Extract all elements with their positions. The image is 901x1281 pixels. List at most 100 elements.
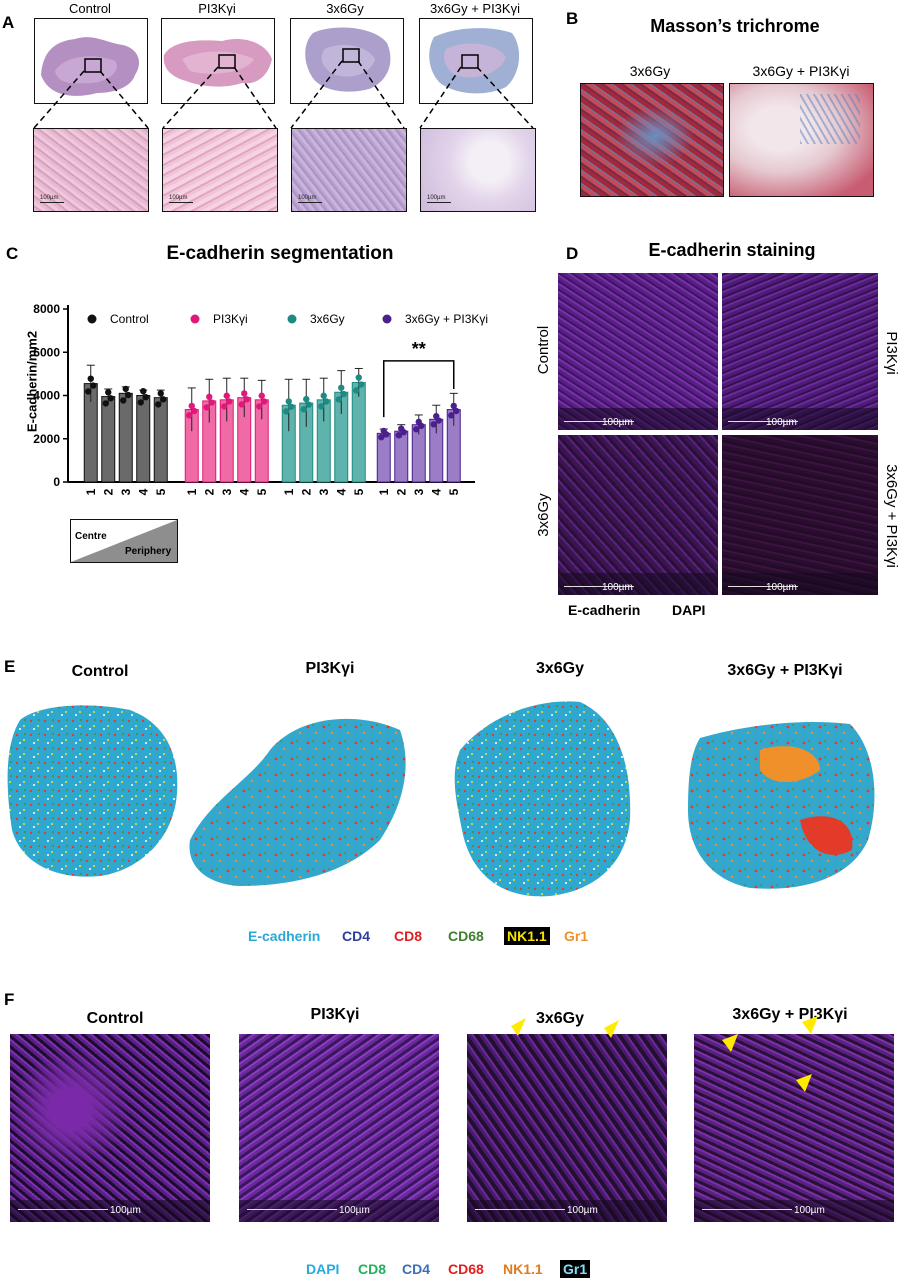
legend-f-nk11: NK1.1 bbox=[503, 1261, 543, 1277]
chart-xtick-label: 4 bbox=[237, 488, 251, 495]
chart-point bbox=[413, 426, 420, 433]
legend-e-nk11: NK1.1 bbox=[504, 927, 550, 945]
chart-bar bbox=[101, 396, 116, 483]
chart-bar bbox=[394, 430, 409, 483]
chart-xtick-label: 3 bbox=[119, 488, 133, 495]
centre-periphery-gradient: Centre Periphery bbox=[70, 519, 178, 563]
row-label-3x6gy: 3x6Gy bbox=[535, 493, 552, 537]
he-thumbnail-pi3k bbox=[161, 18, 275, 104]
ecad-control: 100µm bbox=[558, 273, 718, 430]
chart-point bbox=[155, 401, 162, 408]
chart-point bbox=[102, 400, 109, 407]
chart-point bbox=[223, 392, 230, 399]
panel-c-label: C bbox=[6, 244, 19, 263]
row-label-combo: 3x6Gy + PI3Kγi bbox=[883, 464, 900, 568]
ecad-3x6gy: 100µm bbox=[558, 435, 718, 595]
panel-f-label: F bbox=[4, 990, 15, 1009]
he-zoom-3x6gy: 100µm bbox=[291, 128, 407, 212]
trichrome-combo bbox=[729, 83, 874, 197]
chart-point bbox=[335, 396, 342, 403]
panel-f-title-combo: 3x6Gy + PI3Kγi bbox=[732, 1006, 848, 1023]
chart-point bbox=[288, 403, 295, 410]
panel-a-zoom-lines bbox=[33, 60, 534, 129]
legend-e-cd68: CD68 bbox=[448, 928, 484, 944]
chart-significance-label: ** bbox=[412, 339, 426, 359]
chart-legend-label: Control bbox=[110, 312, 149, 326]
chart-point bbox=[400, 428, 407, 436]
chart-xtick-label: 2 bbox=[299, 488, 313, 495]
panel-a-title-control: Control bbox=[69, 1, 111, 16]
legend-f-dapi: DAPI bbox=[306, 1261, 340, 1277]
chart-point bbox=[358, 381, 365, 388]
chart-point bbox=[430, 421, 437, 428]
chart-point bbox=[435, 417, 442, 424]
chart-point bbox=[186, 412, 193, 419]
chart-point bbox=[140, 387, 147, 395]
chart-xtick-label: 4 bbox=[136, 488, 150, 495]
legend-ecadherin: E-cadherin bbox=[568, 602, 641, 618]
legend-dapi: DAPI bbox=[672, 602, 706, 618]
chart-point bbox=[208, 399, 215, 406]
chart-point bbox=[105, 389, 112, 396]
chart-point bbox=[241, 390, 248, 397]
legend-e-ecadherin: E-cadherin bbox=[248, 928, 321, 944]
imc-map-3x6gy bbox=[454, 701, 631, 897]
ecad-control-scalebar: 100µm bbox=[602, 417, 633, 428]
chart-xtick-label: 4 bbox=[429, 488, 443, 495]
chart-bar bbox=[118, 392, 133, 483]
chart-point bbox=[191, 407, 198, 415]
legend-e-cd4: CD4 bbox=[342, 928, 371, 944]
panel-f-legend: DAPI CD8 CD4 CD68 NK1.1 Gr1 bbox=[306, 1260, 606, 1281]
chart-point bbox=[353, 387, 360, 394]
arrowhead-3x6gy-1 bbox=[511, 1018, 526, 1036]
panel-b-title: Masson’s trichrome bbox=[650, 16, 820, 36]
he-thumbnail-control bbox=[34, 18, 148, 104]
chart-xtick-label: 5 bbox=[352, 488, 366, 495]
trichrome-3x6gy bbox=[580, 83, 724, 197]
chart-legend-marker bbox=[382, 314, 392, 324]
chart-ytick-label: 0 bbox=[53, 475, 60, 489]
he-scalebar-3x6gy: 100µm bbox=[298, 195, 317, 201]
panel-d-label: D bbox=[566, 244, 579, 263]
chart-point bbox=[450, 402, 457, 410]
chart-point bbox=[258, 392, 265, 399]
chart-point bbox=[206, 393, 213, 401]
chart-point bbox=[238, 401, 245, 408]
if-combo: 100µm bbox=[694, 1034, 894, 1222]
chart-point bbox=[125, 391, 132, 399]
chart-xtick-label: 3 bbox=[220, 488, 234, 495]
chart-point bbox=[261, 398, 268, 405]
chart-bar bbox=[153, 397, 168, 483]
chart-legend-label: 3x6Gy + PI3Kγi bbox=[405, 312, 488, 326]
chart-point bbox=[157, 390, 164, 397]
if-control: 100µm bbox=[10, 1034, 210, 1222]
panel-f-title-3x6gy: 3x6Gy bbox=[535, 1010, 585, 1027]
chart-xtick-label: 2 bbox=[101, 488, 115, 495]
ecad-pi3k-scalebar: 100µm bbox=[766, 417, 797, 428]
chart-title: E-cadherin segmentation bbox=[166, 243, 394, 264]
he-thumbnail-combo bbox=[419, 18, 533, 104]
panel-a-label: A bbox=[2, 13, 15, 32]
chart-point bbox=[418, 422, 425, 430]
ecad-3x6gy-scalebar: 100µm bbox=[602, 582, 633, 593]
chart-point bbox=[340, 390, 347, 398]
chart-bar bbox=[351, 382, 366, 483]
chart-xtick-label: 5 bbox=[255, 488, 269, 495]
imc-map-pi3k bbox=[189, 718, 406, 886]
he-zoom-combo: 100µm bbox=[420, 128, 536, 212]
legend-e-cd8: CD8 bbox=[394, 928, 423, 944]
chart-xtick-label: 5 bbox=[154, 488, 168, 495]
ecad-pi3k: 100µm bbox=[722, 273, 878, 430]
arrowhead-combo-1 bbox=[722, 1034, 738, 1052]
if-control-scalebar: 100µm bbox=[110, 1205, 141, 1216]
chart-point bbox=[300, 406, 307, 413]
chart-point bbox=[142, 394, 149, 401]
chart-legend-marker bbox=[287, 314, 297, 324]
chart-ytick-label: 2000 bbox=[33, 432, 60, 446]
chart-point bbox=[87, 375, 94, 382]
panel-a-title-pi3k: PI3Kγi bbox=[198, 1, 236, 16]
chart-point bbox=[395, 432, 402, 439]
chart-legend-label: 3x6Gy bbox=[310, 312, 345, 326]
gradient-periphery-label: Periphery bbox=[125, 546, 172, 557]
if-3x6gy: 100µm bbox=[467, 1034, 667, 1222]
